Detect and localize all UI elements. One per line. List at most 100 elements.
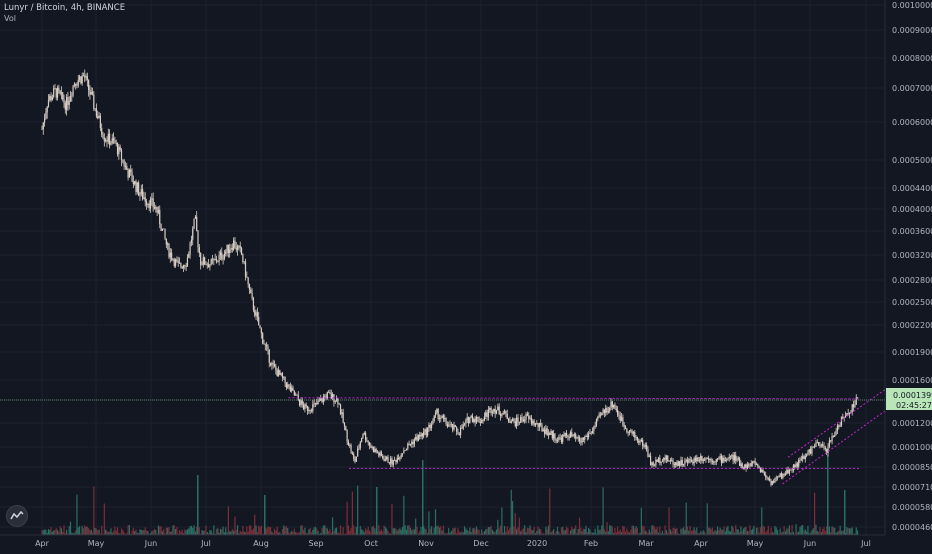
candle-body — [244, 261, 247, 277]
volume-spike — [844, 490, 846, 535]
volume-bar — [363, 532, 365, 535]
volume-bar — [322, 525, 324, 535]
candle-body — [626, 428, 628, 433]
channel-lower-line[interactable] — [782, 410, 886, 485]
volume-bar — [213, 525, 215, 535]
volume-bar — [268, 527, 270, 535]
candle-body — [145, 201, 148, 205]
volume-bar — [279, 531, 281, 535]
volume-bar — [246, 526, 248, 535]
candle-body — [728, 456, 730, 459]
price-axis-panel[interactable] — [885, 0, 932, 550]
volume-bar — [233, 530, 235, 535]
volume-bar — [499, 525, 502, 535]
tradingview-logo-icon[interactable] — [6, 505, 28, 527]
volume-bar — [300, 525, 302, 535]
volume-bar — [112, 530, 115, 535]
candle-body — [80, 76, 82, 84]
candle-body — [589, 432, 591, 434]
candle-body — [644, 445, 646, 447]
volume-bar — [458, 531, 460, 535]
volume-bar — [811, 530, 813, 535]
candle-body — [681, 460, 683, 466]
candle-body — [778, 476, 780, 478]
candle-body — [116, 143, 119, 155]
volume-bar — [347, 525, 350, 535]
candle-body — [299, 399, 301, 406]
candle-body — [84, 75, 86, 78]
candle-body — [416, 436, 418, 441]
candle-body — [339, 404, 342, 414]
candle-body — [246, 276, 248, 278]
candle-body — [783, 474, 785, 475]
volume-bar — [684, 529, 686, 535]
volume-bar — [164, 533, 166, 535]
y-tick-label: 0.0003200 — [892, 251, 932, 260]
candle-body — [226, 244, 228, 252]
candle-body — [368, 442, 371, 446]
volume-bar — [655, 529, 657, 535]
candle-body — [478, 417, 480, 423]
volume-bar — [762, 525, 764, 535]
candle-body — [560, 437, 563, 442]
volume-bar — [751, 528, 754, 535]
volume-bar — [88, 528, 90, 535]
volume-bar — [341, 533, 343, 535]
candle-body — [745, 464, 747, 470]
volume-bar — [847, 528, 849, 535]
candle-body — [63, 99, 65, 103]
range-top-line[interactable] — [288, 397, 861, 400]
volume-bar — [254, 514, 256, 535]
volume-bar — [357, 485, 359, 535]
volume-bar — [737, 529, 739, 535]
candle-body — [534, 423, 537, 426]
volume-bar — [372, 525, 375, 535]
candle-body — [107, 133, 109, 142]
candle-body — [165, 238, 167, 245]
candle-body — [844, 415, 847, 418]
candle-body — [473, 419, 475, 422]
volume-bar — [589, 529, 591, 535]
volume-bar — [409, 527, 412, 535]
volume-bar — [857, 530, 859, 535]
candle-body — [415, 436, 417, 440]
candle-body — [202, 257, 204, 265]
candle-body — [171, 252, 173, 260]
volume-bar — [333, 530, 335, 535]
volume-bar — [613, 532, 615, 535]
volume-bar — [438, 527, 441, 535]
volume-bar — [196, 526, 198, 535]
volume-bar — [550, 532, 552, 535]
volume-bar — [626, 528, 628, 535]
volume-bar — [800, 525, 802, 535]
candle-body — [174, 259, 177, 266]
volume-bar — [93, 486, 95, 535]
volume-bar — [844, 533, 847, 535]
volume-bar — [452, 528, 454, 535]
volume-bar — [758, 532, 760, 535]
candle-body — [111, 138, 113, 143]
volume-bar — [532, 530, 534, 535]
candle-body — [811, 446, 813, 454]
candle-body — [537, 423, 539, 428]
candle-body — [254, 309, 256, 316]
candle-body — [452, 424, 454, 430]
y-tick-label: 0.0000460 — [892, 523, 932, 532]
volume-bar — [371, 526, 373, 535]
volume-bar — [540, 529, 542, 535]
volume-bar — [831, 526, 833, 535]
candle-body — [76, 85, 78, 87]
candle-body — [518, 422, 520, 424]
volume-bar — [161, 531, 163, 535]
volume-bar — [400, 529, 402, 535]
candle-body — [302, 404, 305, 410]
candle-body — [289, 386, 291, 391]
volume-bar — [383, 525, 385, 535]
candle-body — [686, 459, 689, 463]
volume-bar — [706, 503, 708, 535]
volume-bar — [413, 529, 416, 535]
candle-body — [269, 362, 272, 366]
candle-body — [188, 254, 190, 258]
